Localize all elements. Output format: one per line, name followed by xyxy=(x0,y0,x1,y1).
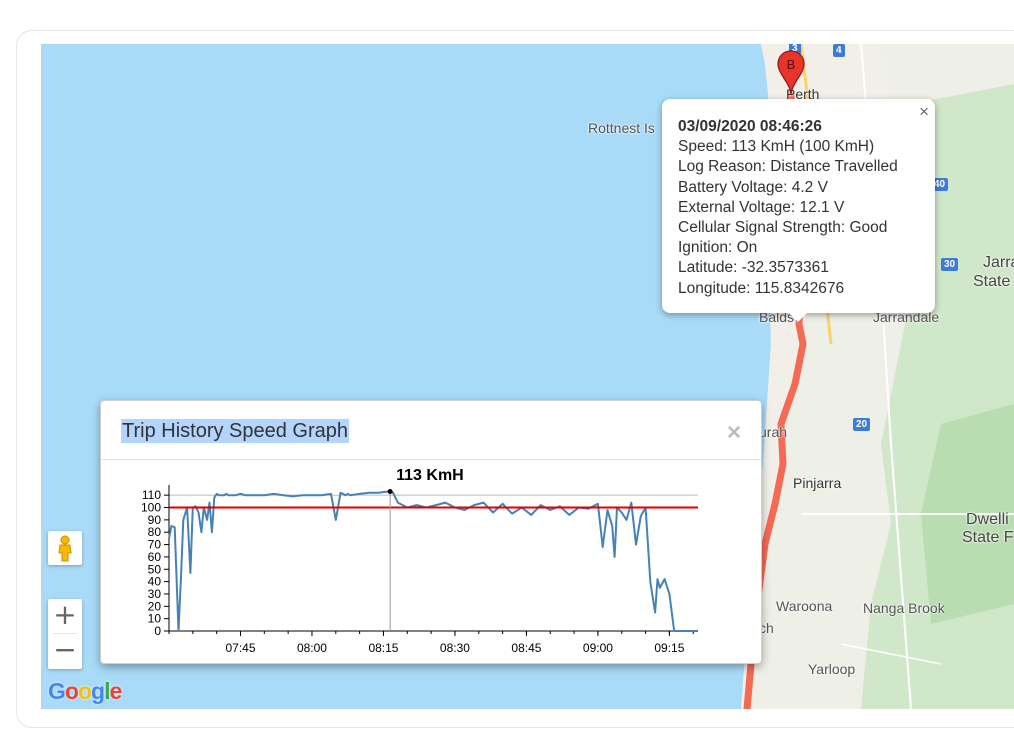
x-tick-label: 08:15 xyxy=(368,641,398,655)
zoom-control: + − xyxy=(48,599,82,669)
place-label: Jarrandale xyxy=(873,309,940,325)
info-latitude: Latitude: -32.3573361 xyxy=(678,259,829,277)
y-tick-label: 50 xyxy=(148,562,162,576)
speed-chart-area: 0 10 20 30 40 50 60 70 80 90 100 110 07:45 08:00 08:15… xyxy=(101,461,761,666)
street-view-pegman[interactable] xyxy=(48,531,82,565)
hover-label: 113 KmH xyxy=(396,467,464,484)
zoom-in-button[interactable]: + xyxy=(53,598,77,631)
zoom-out-button[interactable]: − xyxy=(53,633,77,666)
place-label: Rottnest Is xyxy=(588,120,655,136)
info-longitude: Longitude: 115.8342676 xyxy=(678,279,845,297)
x-tick-label: 08:30 xyxy=(440,641,470,655)
info-speed: Speed: 113 KmH (100 KmH) xyxy=(678,138,875,156)
speed-graph-dialog: Trip History Speed Graph × 0 10 20 30 40 50 60… xyxy=(100,400,762,664)
zoom-divider xyxy=(53,633,77,634)
y-tick-label: 70 xyxy=(148,538,162,552)
info-datetime: 03/09/2020 08:46:26 xyxy=(678,118,822,135)
y-tick-label: 10 xyxy=(148,612,162,626)
road-shield: 4 xyxy=(833,44,845,57)
pegman-icon xyxy=(58,535,72,562)
road-shield: 3 xyxy=(789,44,801,55)
y-tick-label: 60 xyxy=(148,550,162,564)
y-tick-label: 110 xyxy=(142,488,161,502)
y-tick-label: 100 xyxy=(141,501,161,515)
place-label: Balds xyxy=(759,309,795,325)
y-tick-label: 90 xyxy=(148,513,162,527)
place-label: Nanga Brook xyxy=(863,600,945,616)
google-logo: Google xyxy=(48,678,122,704)
speed-series-line xyxy=(168,490,698,632)
info-window-close-icon[interactable]: × xyxy=(919,102,929,121)
y-tick-label: 0 xyxy=(154,624,161,638)
x-tick-label: 08:45 xyxy=(511,641,541,655)
place-label: Pinjarra xyxy=(793,475,842,491)
dialog-close-icon[interactable]: × xyxy=(726,419,741,446)
y-tick-label: 30 xyxy=(148,587,162,601)
place-label: urah xyxy=(759,424,788,440)
info-battery-voltage: Battery Voltage: 4.2 V xyxy=(678,178,828,196)
y-tick-label: 20 xyxy=(148,599,162,613)
info-window: × 03/09/2020 08:46:26 Speed: 113 KmH (10… xyxy=(662,99,935,322)
info-window-tail xyxy=(788,312,808,322)
place-label: Waroona xyxy=(776,598,833,614)
info-ignition: Ignition: On xyxy=(678,239,758,257)
x-tick-label: 08:00 xyxy=(297,641,327,655)
place-label: State xyxy=(973,273,1011,290)
info-signal-strength: Cellular Signal Strength: Good xyxy=(678,219,888,237)
road-shield: 30 xyxy=(941,258,959,271)
map-marker-b[interactable]: B xyxy=(777,50,805,96)
place-label: Dwelli xyxy=(966,511,1009,528)
place-label: State F xyxy=(962,529,1014,546)
place-label: Jarra xyxy=(983,254,1014,271)
place-label: ch xyxy=(759,620,774,636)
dialog-header: Trip History Speed Graph × xyxy=(101,401,761,460)
y-tick-label: 40 xyxy=(148,575,162,589)
road-shield: 40 xyxy=(931,178,949,191)
place-label: Perth xyxy=(786,86,820,102)
road-shield: 20 xyxy=(853,418,871,431)
marker-label: B xyxy=(787,57,796,72)
info-window-body: 03/09/2020 08:46:26 Speed: 113 KmH (100 … xyxy=(678,117,898,299)
x-tick-label: 09:15 xyxy=(654,641,684,655)
dialog-title: Trip History Speed Graph xyxy=(121,419,350,443)
y-tick-label: 80 xyxy=(148,525,162,539)
place-label: Yarloop xyxy=(808,661,856,677)
hover-point xyxy=(387,488,393,494)
info-external-voltage: External Voltage: 12.1 V xyxy=(678,198,845,216)
x-tick-label: 09:00 xyxy=(583,641,613,655)
info-log-reason: Log Reason: Distance Travelled xyxy=(678,158,898,176)
x-tick-label: 07:45 xyxy=(225,641,255,655)
